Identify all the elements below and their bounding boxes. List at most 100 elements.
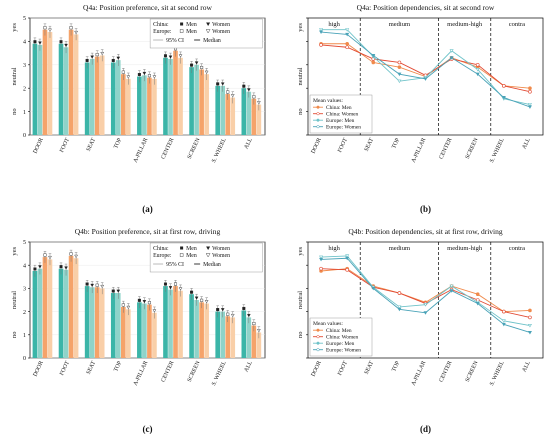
mean-marker [147,301,151,305]
legend-label: Median [203,38,221,44]
bar [215,311,221,358]
x-tick-label: FOOT [337,360,349,377]
bar [147,304,152,358]
bar [178,290,183,358]
legend-marker [316,348,320,352]
series-point [397,72,402,77]
legend-box [149,18,263,49]
bar [115,293,121,358]
mean-marker [142,71,147,76]
series-point [501,96,506,100]
series-point [423,303,428,307]
y-tick-label: 3 [23,287,26,293]
series-point [397,79,402,84]
chart-title: Q4b: Position dependencies, sit at first… [348,227,503,236]
series-point [397,305,402,309]
series-point [319,28,324,32]
bar [63,47,69,135]
legend-marker [316,105,320,109]
y-tick-label: 4 [23,263,26,269]
bar [84,286,90,358]
series-point [527,324,532,328]
mean-marker [220,308,225,312]
bar [251,98,257,135]
y-tick-label: 1 [23,333,26,339]
mean-marker [252,322,256,326]
series-point [345,256,350,261]
series-point [449,289,454,293]
bar [225,316,231,358]
mean-marker [216,82,220,86]
chart-title: Q4a: Position dependencies, sit at secon… [357,3,495,12]
mean-marker [64,43,68,48]
series-point [319,30,324,35]
y-axis-label: no [11,108,18,115]
bar [73,258,79,358]
mean-marker [111,289,115,293]
y-axis-label: no [11,332,18,339]
x-tick-label: SCREEN [465,137,480,160]
series-point [527,103,532,107]
x-tick-label: TOP [113,137,123,149]
bar [241,88,247,135]
series-point [475,301,480,306]
y-axis-label: yes [11,246,18,255]
legend-marker [316,328,320,332]
panel-label: (a) [142,204,153,214]
bar [63,269,69,358]
series-point [345,254,350,258]
mean-marker [33,40,37,44]
mean-marker [95,283,99,287]
mean-marker [178,54,183,58]
mean-marker [257,329,261,333]
y-tick-label: 2 [23,310,26,316]
series-point [319,255,324,260]
chart-title: Q4b: Position preference, sit at first r… [75,227,221,236]
legend-label: Men [186,253,197,259]
region-label: contra [509,245,525,252]
mean-marker [204,300,209,304]
legend-group: China: [153,22,169,28]
x-tick-label: A-PILLAR [133,360,150,387]
series-point [449,49,454,53]
x-tick-label: CENTER [438,360,453,383]
mean-marker [38,41,42,45]
mean-marker [163,282,167,286]
legend-marker [316,335,320,339]
series-line [321,44,531,93]
legend-marker [316,112,320,116]
mean-marker [246,314,251,318]
series-point [475,67,480,72]
x-tick-label: S. WHEEL [489,137,506,164]
bar [68,255,74,358]
bar [89,58,95,136]
legend-marker [316,341,320,345]
series-point [527,105,532,109]
series-point [527,330,532,335]
series-point [397,291,402,295]
legend-box [149,242,263,273]
bar [110,293,116,358]
mean-marker [38,265,42,269]
x-tick-label: DOOR [32,137,44,155]
x-tick-label: CENTER [160,360,175,383]
mean-marker [168,286,173,290]
bar [84,62,90,135]
series-point [528,308,532,313]
legend-label: China: Men [326,328,352,334]
bar [142,75,147,135]
x-tick-label: FOOT [59,360,71,377]
bar [173,286,178,358]
bar [120,306,126,358]
panel-label: (b) [420,204,431,214]
legend-label: China: Men [326,105,352,111]
mean-marker [137,72,141,76]
legend-marker [179,253,184,257]
legend-label: Europe: Women [326,348,361,354]
series-point [423,77,428,81]
mean-marker [100,52,105,56]
bar [32,43,38,135]
mean-marker [111,58,115,62]
mean-marker [48,28,52,32]
x-tick-label: SEAT [86,360,97,376]
